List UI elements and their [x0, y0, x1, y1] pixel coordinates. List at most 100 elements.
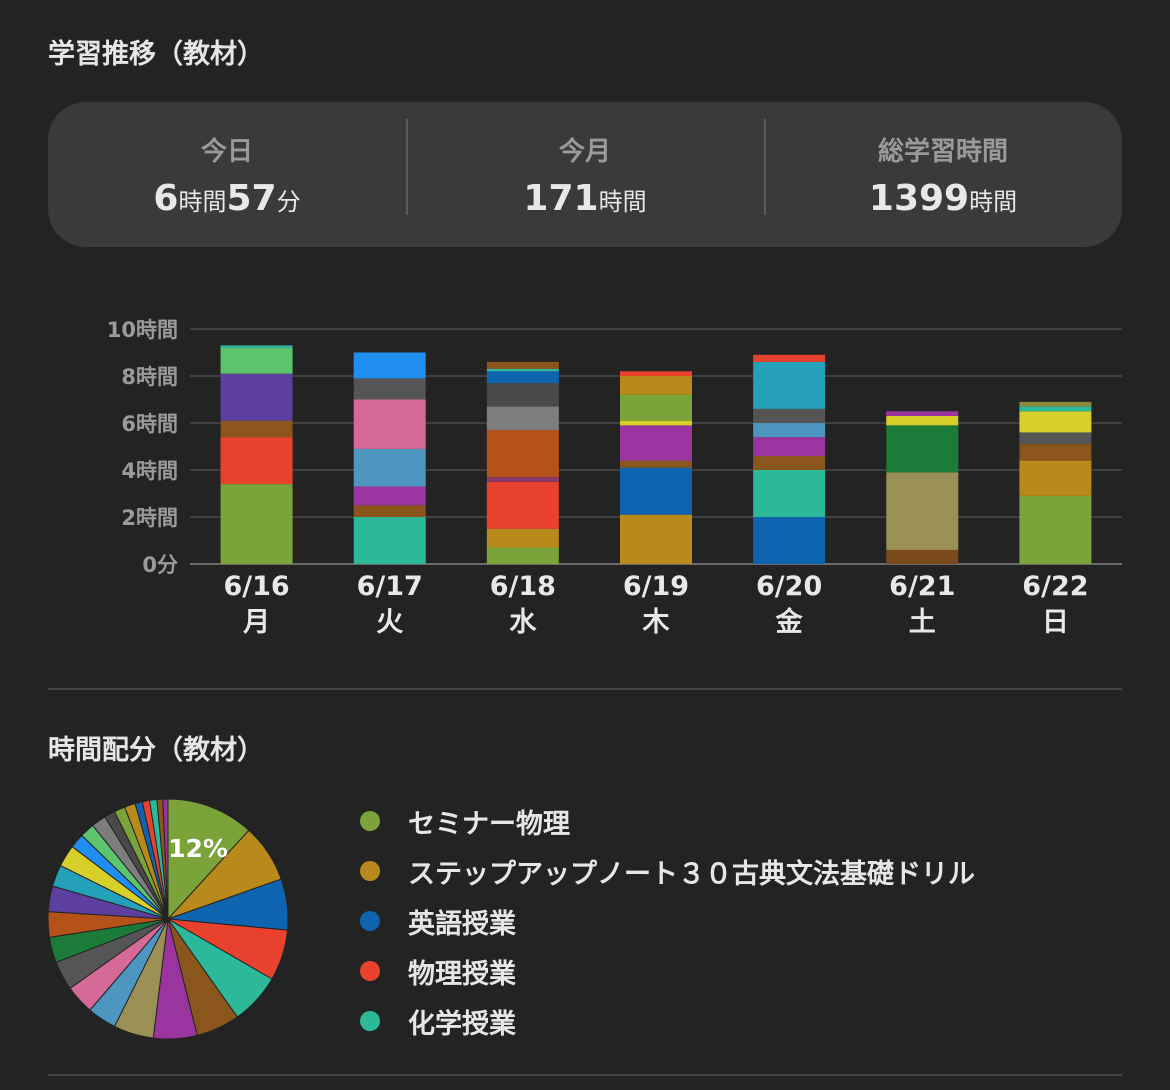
- bar-segment: [1019, 460, 1092, 496]
- legend-item: セミナー物理: [360, 796, 975, 846]
- bar-segment: [753, 361, 826, 409]
- y-tick-label: 4時間: [121, 459, 178, 483]
- bar-segment: [220, 345, 293, 348]
- stat-today-minutes: 57: [226, 177, 277, 219]
- stat-month-value: 171時間: [406, 178, 764, 219]
- x-tick-date: 6/16: [223, 571, 289, 602]
- bar-segment: [753, 423, 826, 438]
- bar-segment: [1019, 411, 1092, 433]
- bar-segment: [886, 425, 959, 473]
- bar-segment: [220, 484, 293, 564]
- x-tick-date: 6/18: [490, 571, 556, 602]
- bar-segment: [486, 361, 559, 369]
- x-tick-weekday: 月: [242, 607, 270, 638]
- bar-segment: [486, 481, 559, 529]
- bar-segment: [486, 547, 559, 564]
- legend-item: 物理授業: [360, 946, 975, 996]
- stat-today-value: 6時間57分: [48, 178, 406, 219]
- stat-today: 今日 6時間57分: [48, 131, 406, 219]
- stat-total-unit: 時間: [969, 187, 1018, 216]
- legend-item: 英語授業: [360, 896, 975, 946]
- x-tick-weekday: 金: [775, 606, 804, 638]
- stat-today-hours-unit: 時間: [178, 187, 227, 216]
- bar-segment: [353, 448, 426, 487]
- legend-color-dot: [360, 961, 380, 981]
- stat-month-number: 171: [523, 177, 599, 219]
- bar-segment: [886, 549, 959, 564]
- legend-color-dot: [360, 1011, 380, 1031]
- legend-color-dot: [360, 811, 380, 831]
- bar-segment: [353, 486, 426, 506]
- bar-segment: [486, 368, 559, 372]
- stats-summary-card: 今日 6時間57分 今月 171時間 総学習時間 1399時間: [48, 102, 1122, 247]
- legend-color-dot: [360, 861, 380, 881]
- legend-label: 英語授業: [408, 908, 516, 940]
- bar-segment: [753, 408, 826, 423]
- bar-segment: [620, 467, 692, 515]
- bar-segment: [220, 420, 293, 438]
- bar-segment: [220, 437, 293, 485]
- bar-segment: [1019, 401, 1092, 407]
- pie-percent-label: 12%: [168, 834, 228, 863]
- bar-segment: [753, 470, 826, 517]
- legend-color-dot: [360, 911, 380, 931]
- bar-segment: [620, 514, 692, 564]
- stat-today-label: 今日: [200, 136, 253, 167]
- x-tick-weekday: 木: [642, 607, 670, 638]
- material-pie-chart: 12%: [47, 798, 289, 1040]
- legend-item: ステップアップノート３０古典文法基礎ドリル: [360, 846, 975, 896]
- bar-segment: [220, 373, 293, 421]
- stat-month-unit: 時間: [598, 187, 647, 216]
- bar-segment: [353, 505, 426, 517]
- bar-segment: [486, 383, 559, 407]
- y-tick-label: 10時間: [107, 318, 178, 342]
- bar-segment: [620, 460, 692, 468]
- bar-segment: [753, 455, 826, 470]
- bar-segment: [353, 352, 426, 379]
- x-tick-weekday: 土: [909, 607, 936, 638]
- x-tick-weekday: 水: [509, 607, 537, 638]
- y-tick-label: 8時間: [121, 365, 178, 389]
- bar-segment: [353, 517, 426, 564]
- bar-segment: [753, 517, 826, 564]
- pie-legend: セミナー物理ステップアップノート３０古典文法基礎ドリル 英語授業物理授業化学授業: [360, 796, 975, 1046]
- y-tick-label: 2時間: [121, 506, 178, 530]
- bar-segment: [353, 399, 426, 449]
- stat-today-minutes-unit: 分: [276, 187, 301, 216]
- distribution-section-title: 時間配分（教材）: [48, 735, 264, 766]
- stat-total-number: 1399: [868, 177, 970, 219]
- x-tick-weekday: 火: [376, 607, 403, 638]
- section-divider: [48, 1074, 1122, 1076]
- bar-segment: [353, 378, 426, 400]
- bar-segment: [620, 394, 692, 421]
- bar-segment: [886, 472, 959, 550]
- bar-segment: [1019, 444, 1092, 461]
- stat-total: 総学習時間 1399時間: [764, 118, 1122, 219]
- legend-label: セミナー物理: [408, 808, 570, 840]
- section-divider: [48, 688, 1122, 690]
- y-tick-label: 6時間: [121, 412, 178, 436]
- legend-label: 物理授業: [408, 958, 516, 990]
- x-tick-weekday: 日: [1042, 607, 1069, 638]
- bar-segment: [753, 354, 826, 362]
- bar-segment: [486, 477, 559, 482]
- bar-segment: [753, 437, 826, 456]
- bar-segment: [486, 406, 559, 431]
- pie-slice: [162, 798, 169, 920]
- bar-segment: [620, 371, 692, 376]
- bar-segment: [486, 430, 559, 478]
- bar-segment: [486, 528, 559, 548]
- y-tick-label: 0分: [142, 553, 178, 577]
- bar-segment: [886, 411, 959, 416]
- x-tick-date: 6/17: [357, 571, 423, 602]
- bar-segment: [620, 420, 692, 426]
- bar-segment: [620, 425, 692, 461]
- stat-today-hours: 6: [153, 177, 179, 219]
- pie-slice: [167, 798, 250, 921]
- x-tick-date: 6/20: [756, 571, 822, 602]
- bar-segment: [886, 415, 959, 426]
- bar-segment: [486, 371, 559, 384]
- stat-month: 今月 171時間: [406, 118, 764, 219]
- legend-item: 化学授業: [360, 996, 975, 1046]
- legend-label: ステップアップノート３０古典文法基礎ドリル: [408, 858, 975, 890]
